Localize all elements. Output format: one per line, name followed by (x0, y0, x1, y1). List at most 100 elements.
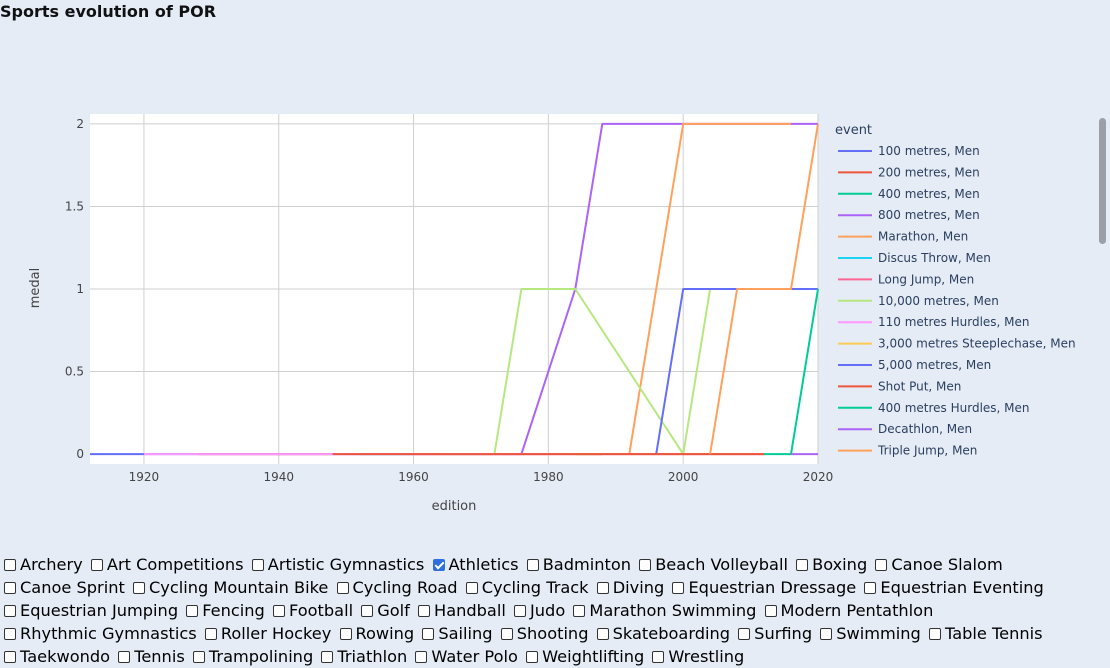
checkbox[interactable] (820, 628, 833, 640)
legend-item[interactable]: 3,000 metres Steeplechase, Men (838, 337, 1076, 351)
sport-option-taekwondo[interactable]: Taekwondo (4, 645, 110, 668)
checkbox[interactable] (929, 628, 941, 640)
checkbox[interactable] (526, 651, 539, 663)
legend-item[interactable]: 200 metres, Men (838, 165, 980, 179)
legend-item[interactable]: 10,000 metres, Men (838, 294, 999, 308)
sport-option-skateboarding[interactable]: Skateboarding (596, 622, 730, 645)
checkbox[interactable] (192, 651, 205, 663)
checkbox[interactable] (4, 582, 16, 594)
legend-item[interactable]: Long Jump, Men (838, 272, 974, 286)
legend-item[interactable]: Discus Throw, Men (838, 251, 991, 265)
sport-option-football[interactable]: Football (272, 599, 353, 622)
checkbox[interactable] (361, 605, 374, 617)
checkbox[interactable] (672, 582, 685, 594)
sport-option-water-polo[interactable]: Water Polo (415, 645, 518, 668)
checkbox[interactable] (796, 559, 809, 571)
sport-label: Art Competitions (106, 555, 244, 574)
sport-option-golf[interactable]: Golf (361, 599, 410, 622)
sport-option-boxing[interactable]: Boxing (796, 553, 867, 576)
checkbox[interactable] (652, 651, 665, 663)
checkbox[interactable] (764, 605, 777, 617)
legend-item[interactable]: 110 metres Hurdles, Men (838, 315, 1030, 329)
checkbox[interactable] (4, 628, 16, 640)
sport-option-art-competitions[interactable]: Art Competitions (90, 553, 244, 576)
sport-label: Handball (434, 601, 506, 620)
checkbox[interactable] (339, 628, 352, 640)
sport-option-archery[interactable]: Archery (4, 553, 83, 576)
sport-option-wrestling[interactable]: Wrestling (652, 645, 744, 668)
sport-option-rhythmic-gymnastics[interactable]: Rhythmic Gymnastics (4, 622, 197, 645)
sport-option-equestrian-dressage[interactable]: Equestrian Dressage (672, 576, 856, 599)
sport-option-badminton[interactable]: Badminton (526, 553, 631, 576)
checkbox[interactable] (4, 605, 16, 617)
sport-option-table-tennis[interactable]: Table Tennis (929, 622, 1043, 645)
checkbox[interactable] (118, 651, 131, 663)
sport-option-canoe-slalom[interactable]: Canoe Slalom (875, 553, 1003, 576)
sport-option-sailing[interactable]: Sailing (422, 622, 493, 645)
checkbox[interactable] (596, 628, 609, 640)
checkbox[interactable] (639, 559, 652, 571)
sport-option-cycling-track[interactable]: Cycling Track (465, 576, 589, 599)
sport-option-diving[interactable]: Diving (596, 576, 664, 599)
legend-item[interactable]: 5,000 metres, Men (838, 358, 991, 372)
checkbox[interactable] (415, 651, 428, 663)
legend-item[interactable]: Shot Put, Men (838, 379, 961, 393)
legend-item[interactable]: 400 metres Hurdles, Men (838, 401, 1030, 415)
sport-option-swimming[interactable]: Swimming (820, 622, 921, 645)
legend-item[interactable]: Triple Jump, Men (838, 444, 977, 458)
checkbox[interactable] (864, 582, 877, 594)
sport-option-weightlifting[interactable]: Weightlifting (526, 645, 644, 668)
legend-item[interactable]: 100 metres, Men (838, 144, 980, 158)
sport-option-equestrian-eventing[interactable]: Equestrian Eventing (864, 576, 1044, 599)
sport-option-modern-pentathlon[interactable]: Modern Pentathlon (764, 599, 933, 622)
legend-item[interactable]: 800 metres, Men (838, 208, 980, 222)
checkbox[interactable] (596, 582, 609, 594)
sport-option-marathon-swimming[interactable]: Marathon Swimming (573, 599, 756, 622)
checkbox[interactable] (132, 582, 145, 594)
checkbox[interactable] (272, 605, 285, 617)
checkbox[interactable] (418, 605, 431, 617)
checkbox[interactable] (336, 582, 349, 594)
checkbox[interactable] (4, 651, 16, 663)
sport-option-handball[interactable]: Handball (418, 599, 506, 622)
sport-label: Artistic Gymnastics (267, 555, 425, 574)
sport-option-canoe-sprint[interactable]: Canoe Sprint (4, 576, 125, 599)
legend-item[interactable]: 400 metres, Men (838, 187, 980, 201)
checkbox[interactable] (432, 559, 445, 571)
sport-option-artistic-gymnastics[interactable]: Artistic Gymnastics (251, 553, 425, 576)
checkbox[interactable] (526, 559, 539, 571)
sport-option-surfing[interactable]: Surfing (738, 622, 812, 645)
sport-option-judo[interactable]: Judo (514, 599, 565, 622)
checkbox[interactable] (186, 605, 199, 617)
checkbox[interactable] (4, 559, 16, 571)
checkbox[interactable] (500, 628, 513, 640)
checkbox[interactable] (875, 559, 888, 571)
sport-option-rowing[interactable]: Rowing (339, 622, 414, 645)
checkbox[interactable] (321, 651, 334, 663)
checkbox[interactable] (90, 559, 103, 571)
x-tick-label: 1920 (129, 470, 160, 484)
checkbox[interactable] (251, 559, 264, 571)
sport-option-beach-volleyball[interactable]: Beach Volleyball (639, 553, 788, 576)
legend-scrollbar[interactable] (1099, 118, 1106, 244)
sport-option-tennis[interactable]: Tennis (118, 645, 185, 668)
sport-label: Trampolining (208, 647, 314, 666)
checkbox[interactable] (422, 628, 435, 640)
sport-option-trampolining[interactable]: Trampolining (192, 645, 314, 668)
checkbox[interactable] (738, 628, 751, 640)
sport-option-equestrian-jumping[interactable]: Equestrian Jumping (4, 599, 178, 622)
legend-item[interactable]: Marathon, Men (838, 230, 968, 244)
checkbox[interactable] (204, 628, 217, 640)
sport-option-cycling-road[interactable]: Cycling Road (336, 576, 458, 599)
sport-option-roller-hockey[interactable]: Roller Hockey (204, 622, 331, 645)
checkbox[interactable] (514, 605, 527, 617)
sport-option-athletics[interactable]: Athletics (432, 553, 519, 576)
sport-option-fencing[interactable]: Fencing (186, 599, 265, 622)
sport-option-shooting[interactable]: Shooting (500, 622, 588, 645)
checkbox[interactable] (573, 605, 586, 617)
sport-option-cycling-mountain-bike[interactable]: Cycling Mountain Bike (132, 576, 328, 599)
sport-option-triathlon[interactable]: Triathlon (321, 645, 407, 668)
checkbox[interactable] (465, 582, 478, 594)
legend-item[interactable]: Decathlon, Men (838, 422, 972, 436)
legend[interactable]: 100 metres, Men 200 metres, Men 400 metres… (838, 144, 1076, 458)
